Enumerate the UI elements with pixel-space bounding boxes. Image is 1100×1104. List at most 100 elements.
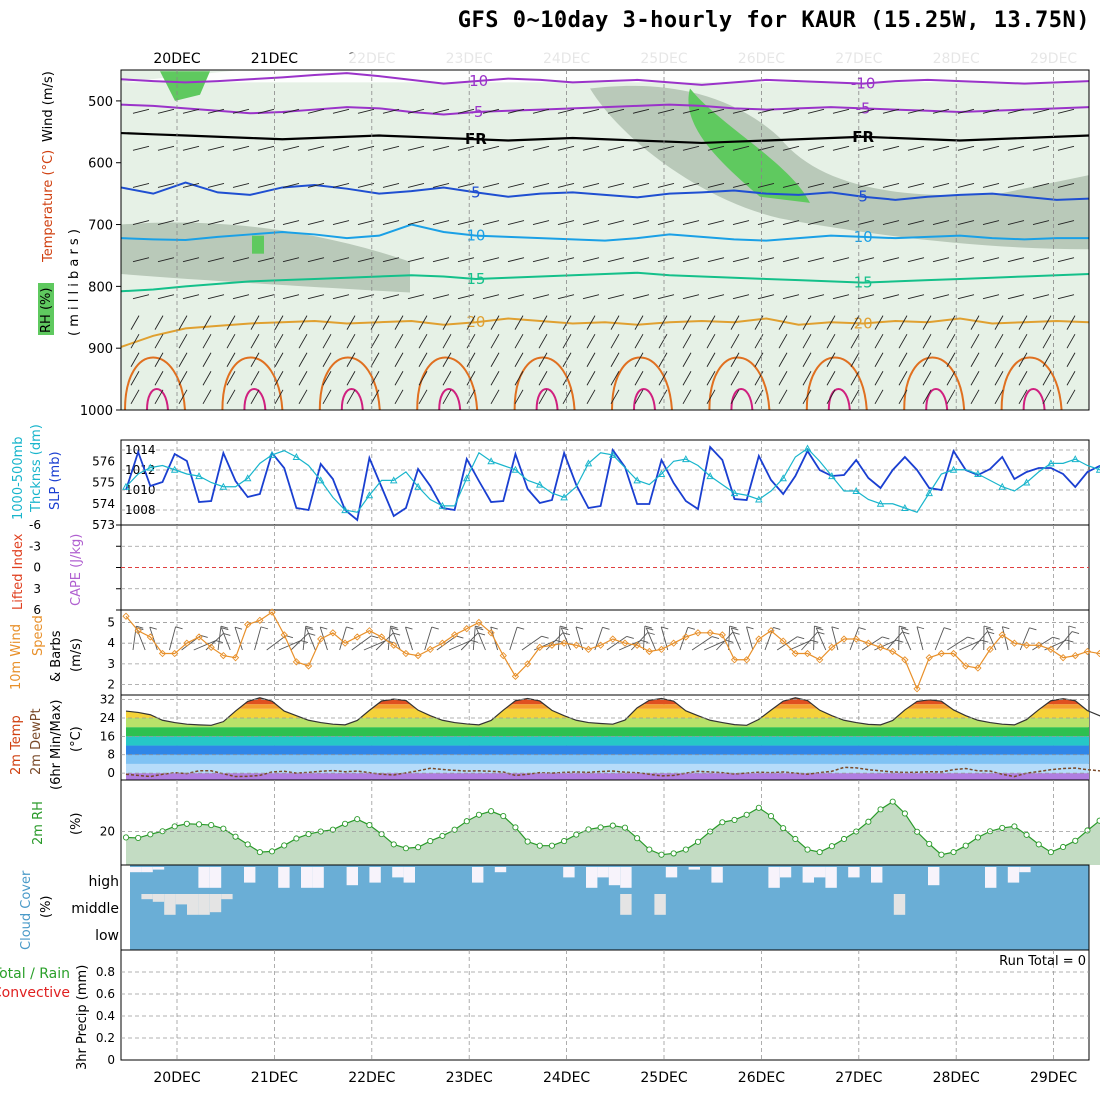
rh2m-point: [1048, 850, 1053, 855]
cloud-level-label: low: [95, 928, 119, 944]
cloud-gap-high: [985, 867, 996, 888]
cloud-gap-high: [803, 867, 814, 883]
bottom-date-label: 27DEC: [835, 1070, 882, 1086]
wind10m-barb-flag: [832, 627, 839, 629]
upper-air-ytick-label: 900: [88, 342, 113, 357]
rh2m-point: [525, 839, 530, 844]
bottom-date-label: 29DEC: [1030, 1070, 1077, 1086]
rh2m-point: [829, 844, 834, 849]
rh2m-point: [476, 812, 481, 817]
rh2m-point: [269, 849, 274, 854]
wind10m-barb-flag: [576, 627, 583, 629]
wind10m-barb-flag: [645, 626, 652, 628]
cloud-gap-middle: [894, 894, 905, 915]
upper-air-ytick-label: 1000: [80, 404, 113, 419]
cloud-gap-high: [210, 867, 221, 888]
wind10m-barb-flag: [603, 627, 610, 629]
lifted-index-tick-label: 6: [33, 603, 41, 617]
temp-contour-label: -10: [851, 75, 876, 93]
wind10m-barb-flag: [688, 627, 695, 629]
dewpt-axis-label: 2m DewPt: [29, 708, 44, 775]
temp-contour-label: 5: [471, 183, 481, 201]
rh2m-point: [196, 822, 201, 827]
rh2m-point: [123, 835, 128, 840]
temp-contour-label: 10: [854, 228, 873, 246]
wind10m-barb-flag: [1029, 628, 1036, 630]
cloud-gap-middle: [153, 894, 164, 902]
cloud-axis-label: Cloud Cover: [19, 870, 34, 950]
wind10m-barb-flag: [1072, 632, 1079, 634]
temp-contour-label: 15: [854, 274, 873, 292]
rh2m-point: [464, 819, 469, 824]
wind10m-axis-label: 10m Wind: [9, 624, 24, 690]
cloud-gap-high: [278, 867, 289, 888]
rh2m-point: [489, 809, 494, 814]
upper-air-ytick-label: 700: [88, 219, 113, 234]
cloud-gap-high: [928, 867, 939, 885]
minmax-axis-label: (6hr Min/Max): [49, 700, 64, 790]
thickness-tick-label: 573: [92, 518, 115, 532]
wind10m-barb-flag: [261, 627, 268, 629]
wind10m-barb-flag: [797, 637, 804, 639]
cloud-gap-high: [198, 867, 209, 888]
wind10m-barb-flag: [896, 640, 903, 642]
wind10m-barb: [814, 626, 815, 650]
rh2m-point: [817, 850, 822, 855]
upper-air-ytick-label: 800: [88, 280, 113, 295]
cloud-gap-high: [666, 867, 677, 877]
rh2m-point: [513, 825, 518, 830]
bottom-date-label: 20DEC: [153, 1070, 200, 1086]
wind10m-barb-flag: [405, 627, 412, 629]
rh2m-point: [768, 813, 773, 818]
wind10m-barb-flag: [1069, 626, 1076, 628]
wind10m-barb-flag: [320, 627, 327, 629]
cloud-gap-high: [871, 867, 882, 883]
wind10m-barb: [986, 628, 996, 650]
cape-axis-label: CAPE (J/kg): [69, 534, 84, 606]
wind10m-barb-flag: [491, 627, 498, 629]
cloud-gap-high: [780, 867, 791, 877]
rh2m-point: [1024, 832, 1029, 837]
bottom-date-label: 26DEC: [738, 1070, 785, 1086]
cloud-gap-high: [825, 867, 836, 888]
wind10m-barb: [729, 626, 730, 650]
temp-contour-label: 20: [854, 314, 873, 332]
wind10m-barb-flag: [560, 626, 567, 628]
rh2m-point: [367, 822, 372, 827]
temperature-axis-label: Temperature (°C): [41, 150, 56, 263]
wind10m-barb: [899, 626, 900, 650]
wind10m-tick-label: 5: [107, 615, 115, 629]
rh2m-units-label: (%): [69, 813, 84, 836]
wind10m-barb-flag: [517, 627, 524, 629]
rh2m-point: [975, 835, 980, 840]
wind10m-barb: [306, 628, 315, 650]
thickness-axis-label: 1000-500mb: [11, 436, 26, 520]
cloud-gap-high: [369, 867, 380, 883]
rh2m-point: [659, 852, 664, 857]
rh2m-point: [257, 850, 262, 855]
rh2m-point: [610, 823, 615, 828]
wind10m-barb-flag: [542, 636, 549, 638]
cloud-gap-high: [301, 867, 312, 888]
wind10m-barb: [473, 626, 475, 650]
wind10m-barb: [731, 628, 740, 650]
rh2m-point: [342, 821, 347, 826]
bottom-date-label: 21DEC: [251, 1070, 298, 1086]
wind10m-barb-flag: [627, 636, 634, 638]
wind10m-speed-label: Speed: [31, 615, 46, 656]
rh2m-point: [221, 826, 226, 831]
rh2m-point: [866, 819, 871, 824]
rh2m-point: [148, 832, 153, 837]
rh2m-point: [635, 836, 640, 841]
rh2m-point: [756, 805, 761, 810]
wind10m-tick-label: 3: [107, 657, 115, 671]
temp2m-units-label: (°C): [69, 726, 84, 752]
cloud-gap-high: [141, 867, 152, 872]
rh2m-point: [549, 843, 554, 848]
bottom-date-label: 24DEC: [543, 1070, 590, 1086]
wind10m-barb: [235, 627, 242, 650]
lifted-index-tick-label: 3: [33, 582, 41, 596]
wind10m-barb: [935, 628, 944, 650]
cloud-gap-high: [711, 867, 722, 883]
rh2m-point: [1012, 824, 1017, 829]
